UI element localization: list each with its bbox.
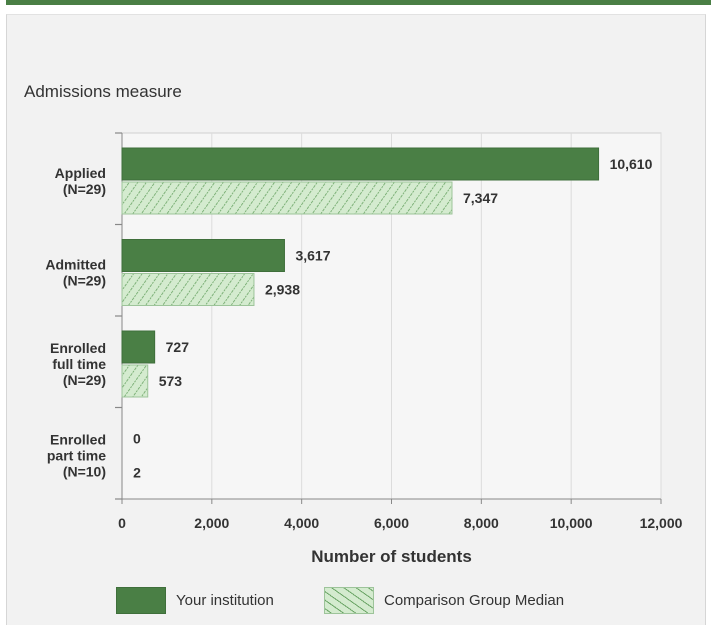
x-axis-label: Number of students — [311, 547, 472, 566]
x-tick-label: 2,000 — [194, 515, 229, 531]
y-category-label: Enrolled — [50, 432, 106, 448]
data-label: 2 — [133, 465, 141, 481]
y-category-label: (N=29) — [63, 273, 106, 289]
bar-your-institution — [121, 239, 285, 272]
data-label: 727 — [166, 339, 190, 355]
bar-comparison-median — [121, 273, 255, 306]
y-category-label: Admitted — [45, 257, 106, 273]
x-tick-label: 6,000 — [374, 515, 409, 531]
chart-title: Admissions measure — [24, 82, 182, 101]
data-label: 0 — [133, 431, 141, 447]
y-category-label: Enrolled — [50, 340, 106, 356]
data-label: 10,610 — [610, 156, 653, 172]
top-accent-bar — [6, 0, 711, 5]
bar-your-institution — [121, 147, 600, 181]
bar-your-institution — [121, 330, 156, 364]
x-tick-label: 0 — [118, 515, 126, 531]
y-category-label: (N=10) — [63, 464, 106, 480]
legend-swatch-solid — [116, 587, 166, 614]
y-category-label: full time — [52, 356, 106, 372]
y-category-label: (N=29) — [63, 181, 106, 197]
legend-swatch-hatched — [324, 587, 374, 614]
bar-comparison-median — [121, 364, 149, 398]
x-tick-label: 10,000 — [550, 515, 593, 531]
y-category-label: part time — [47, 448, 106, 464]
x-tick-label: 4,000 — [284, 515, 319, 531]
x-tick-label: 8,000 — [464, 515, 499, 531]
y-category-label: Applied — [55, 165, 106, 181]
data-label: 2,938 — [265, 282, 300, 298]
data-label: 7,347 — [463, 190, 498, 206]
legend: Your institution Comparison Group Median — [0, 585, 711, 615]
data-label: 573 — [159, 373, 183, 389]
x-tick-label: 12,000 — [640, 515, 683, 531]
legend-label-your-institution: Your institution — [176, 592, 274, 609]
bar-comparison-median — [121, 181, 453, 215]
y-category-label: (N=29) — [63, 372, 106, 388]
data-label: 3,617 — [295, 248, 330, 264]
legend-label-comparison: Comparison Group Median — [384, 592, 565, 609]
